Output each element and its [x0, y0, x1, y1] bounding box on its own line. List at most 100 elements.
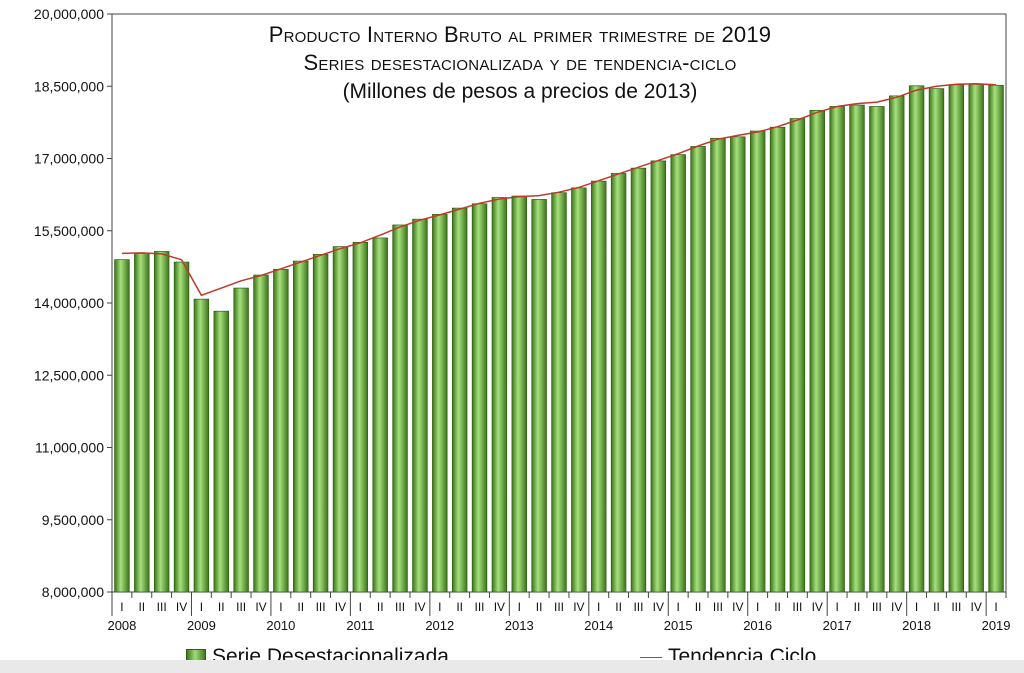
bar: [869, 106, 885, 593]
x-quarter-label: IV: [335, 600, 346, 614]
bar: [948, 84, 965, 593]
x-year-label: 2008: [107, 618, 136, 633]
x-quarter-label: I: [915, 600, 918, 614]
x-quarter-label: I: [756, 600, 759, 614]
x-quarter-label: I: [120, 600, 123, 614]
x-year-label: 2013: [505, 618, 534, 633]
bar: [730, 136, 746, 593]
x-quarter-label: IV: [573, 600, 584, 614]
bar: [491, 197, 508, 593]
bar: [968, 83, 984, 593]
x-axis: I II III IV I II III IV I II III IV I II III IV I II III IV…: [107, 592, 1011, 633]
x-quarter-label: III: [236, 600, 246, 614]
x-quarter-label: II: [695, 600, 702, 614]
x-quarter-label: III: [157, 600, 167, 614]
x-quarter-label: IV: [176, 600, 187, 614]
x-year-label: 2014: [584, 618, 613, 633]
y-tick-label: 20,000,000: [34, 6, 104, 22]
x-year-label: 2018: [902, 618, 931, 633]
y-tick-label: 17,000,000: [34, 151, 104, 167]
x-quarter-label: II: [854, 600, 861, 614]
chart-title: Producto Interno Bruto al primer trimest…: [268, 22, 772, 47]
y-tick-label: 11,000,000: [35, 440, 104, 456]
bottom-strip: [0, 660, 1024, 673]
bar: [213, 310, 229, 593]
x-quarter-label: II: [456, 600, 463, 614]
x-year-label: 2011: [346, 618, 374, 633]
bar: [531, 199, 547, 593]
x-quarter-label: III: [475, 600, 485, 614]
bar: [511, 195, 527, 593]
bar: [690, 146, 706, 593]
bar: [293, 260, 309, 593]
x-quarter-label: II: [774, 600, 781, 614]
y-tick-label: 18,500,000: [34, 78, 104, 94]
bar: [352, 241, 369, 593]
x-quarter-label: II: [536, 600, 543, 614]
chart-units: (Millones de pesos a precios de 2013): [342, 80, 698, 103]
x-quarter-label: I: [597, 600, 600, 614]
bar: [591, 180, 607, 593]
bar: [153, 251, 170, 593]
bar: [451, 207, 468, 593]
bar: [670, 154, 686, 593]
bar: [988, 84, 1004, 593]
legend-line-swatch: [640, 656, 662, 658]
bar: [769, 126, 786, 593]
bar: [630, 167, 647, 593]
x-year-label: 2019: [982, 618, 1011, 633]
x-year-label: 2010: [266, 618, 295, 633]
chart-subtitle: Series desestacionalizada y de tendencia…: [303, 50, 737, 75]
bar: [571, 187, 587, 593]
x-quarter-label: I: [438, 600, 441, 614]
bar: [273, 268, 289, 593]
bar: [908, 85, 925, 593]
bar: [253, 274, 269, 593]
x-quarter-label: IV: [414, 600, 425, 614]
y-tick-label: 14,000,000: [34, 295, 104, 311]
bar: [610, 173, 627, 593]
x-quarter-label: III: [713, 600, 723, 614]
bar: [650, 160, 667, 593]
x-quarter-label: III: [316, 600, 326, 614]
bar: [173, 261, 190, 593]
y-tick-label: 8,000,000: [42, 584, 104, 600]
x-year-label: 2016: [743, 618, 772, 633]
trend-series: [121, 83, 997, 297]
trend-line: [121, 83, 997, 297]
bar: [789, 118, 806, 593]
x-quarter-label: IV: [494, 600, 505, 614]
x-quarter-label: III: [951, 600, 961, 614]
x-quarter-label: I: [835, 600, 838, 614]
x-quarter-label: II: [138, 600, 145, 614]
y-tick-label: 12,500,000: [34, 367, 104, 383]
x-quarter-label: I: [677, 600, 680, 614]
x-quarter-label: II: [615, 600, 622, 614]
y-tick-label: 15,500,000: [34, 223, 104, 239]
x-quarter-label: III: [395, 600, 405, 614]
bar: [412, 218, 428, 593]
bar: [551, 192, 567, 593]
bar: [829, 106, 845, 593]
x-year-label: 2017: [823, 618, 852, 633]
bar: [889, 95, 905, 593]
y-tick-label: 9,500,000: [42, 512, 104, 528]
x-year-label: 2012: [425, 618, 454, 633]
x-quarter-label: I: [518, 600, 521, 614]
bar: [432, 214, 448, 593]
bar: [332, 246, 349, 593]
x-quarter-label: IV: [891, 600, 902, 614]
bar: [471, 203, 488, 593]
bar: [372, 237, 388, 593]
x-quarter-label: IV: [812, 600, 823, 614]
bar: [233, 287, 249, 593]
x-quarter-label: II: [218, 600, 225, 614]
bar: [749, 130, 766, 593]
y-axis: 8,000,000 9,500,000 11,000,000 12,500,000 14…: [34, 6, 112, 600]
bar: [809, 109, 825, 593]
x-quarter-label: III: [554, 600, 564, 614]
bar: [710, 137, 726, 593]
bar: [312, 254, 329, 593]
x-quarter-label: I: [200, 600, 203, 614]
